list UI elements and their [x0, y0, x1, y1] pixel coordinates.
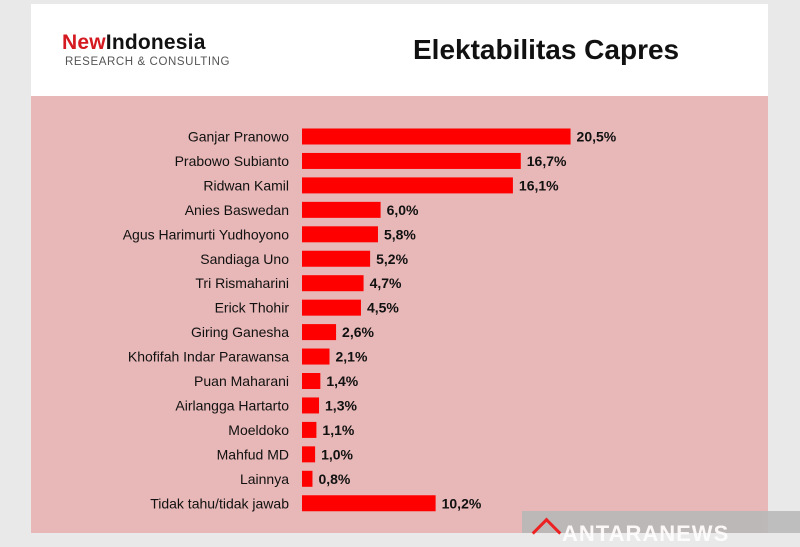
bar — [302, 250, 371, 267]
watermark: ANTARANEWS — [522, 511, 800, 547]
category-label: Prabowo Subianto — [175, 153, 290, 169]
logo-subtitle: RESEARCH & CONSULTING — [65, 56, 231, 68]
bar — [302, 226, 378, 243]
category-label: Ridwan Kamil — [203, 177, 289, 193]
bar — [302, 152, 521, 169]
category-label: Anies Baswedan — [185, 202, 289, 218]
value-label: 0,8% — [318, 471, 350, 487]
watermark-text: ANTARANEWS — [562, 521, 730, 546]
logo-wordmark: NewIndonesia — [62, 32, 230, 54]
bar — [302, 177, 513, 194]
value-label: 1,3% — [325, 397, 357, 413]
company-logo: NewIndonesia RESEARCH & CONSULTING — [62, 32, 231, 69]
bar — [302, 299, 361, 316]
bar — [302, 446, 316, 463]
category-label: Ganjar Pranowo — [188, 129, 289, 145]
category-label: Tri Rismaharini — [195, 275, 289, 291]
bar — [302, 397, 320, 414]
value-label: 5,2% — [376, 251, 408, 267]
bar — [302, 495, 436, 512]
value-label: 20,5% — [577, 129, 617, 145]
bar — [302, 128, 571, 145]
value-label: 16,7% — [527, 153, 567, 169]
chart-title: Elektabilitas Capres — [413, 34, 680, 65]
category-label: Sandiaga Uno — [200, 251, 289, 267]
category-label: Agus Harimurti Yudhoyono — [123, 226, 289, 242]
bar — [302, 275, 364, 292]
category-label: Mahfud MD — [217, 446, 289, 462]
category-label: Tidak tahu/tidak jawab — [150, 495, 289, 511]
value-label: 10,2% — [442, 495, 482, 511]
bar — [302, 373, 321, 389]
value-label: 1,1% — [322, 422, 354, 438]
bar — [302, 470, 313, 487]
logo-indonesia-text: Indonesia — [105, 31, 206, 54]
chart-card: NewIndonesia RESEARCH & CONSULTING Elekt… — [31, 4, 768, 533]
value-label: 5,8% — [384, 226, 416, 242]
value-label: 16,1% — [519, 177, 559, 193]
category-label: Erick Thohir — [215, 300, 290, 316]
category-label: Puan Maharani — [194, 373, 289, 389]
value-label: 4,7% — [370, 275, 402, 291]
category-label: Khofifah Indar Parawansa — [128, 349, 289, 365]
bar — [302, 348, 330, 365]
bar — [302, 201, 381, 218]
value-label: 1,0% — [321, 446, 353, 462]
value-label: 1,4% — [326, 373, 358, 389]
logo-new-text: New — [62, 31, 106, 54]
value-label: 2,6% — [342, 324, 374, 340]
antara-logo-icon — [531, 517, 562, 547]
category-label: Moeldoko — [228, 422, 289, 438]
category-label: Airlangga Hartarto — [175, 397, 289, 413]
value-label: 4,5% — [367, 300, 399, 316]
value-label: 6,0% — [387, 202, 419, 218]
plot-area: Ganjar Pranowo 20,5% Prabowo Subianto 16,7%… — [31, 96, 768, 533]
bar — [302, 324, 337, 341]
category-label: Giring Ganesha — [191, 324, 289, 340]
category-label: Lainnya — [240, 471, 289, 487]
bar-chart: Ganjar Pranowo 20,5% Prabowo Subianto 16,7%… — [123, 128, 617, 512]
value-label: 2,1% — [336, 349, 368, 365]
header: NewIndonesia RESEARCH & CONSULTING Elekt… — [31, 4, 768, 96]
bar — [302, 421, 317, 438]
